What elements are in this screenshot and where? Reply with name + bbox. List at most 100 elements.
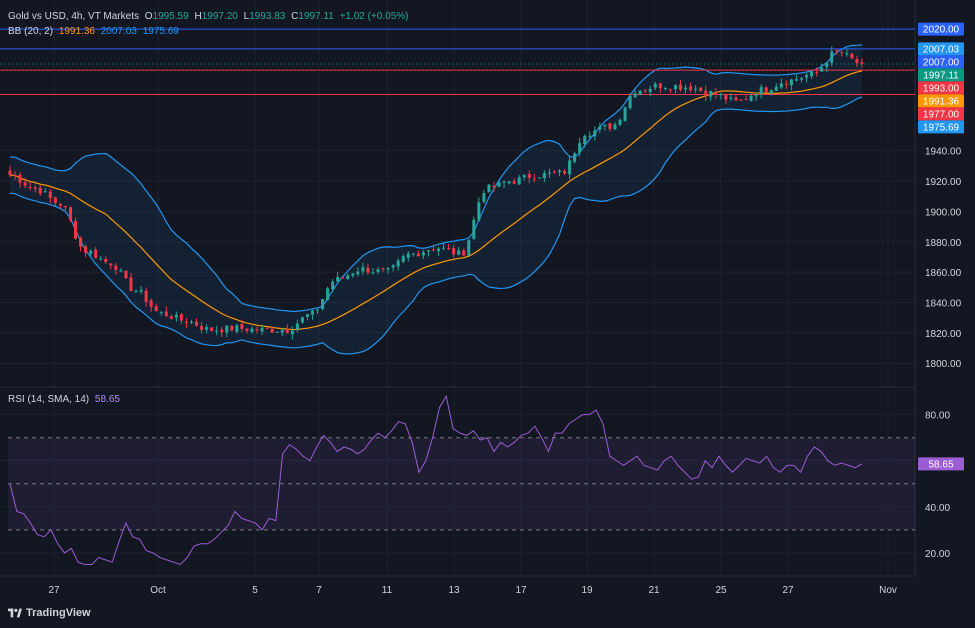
candle-body — [598, 126, 602, 130]
candle-body — [794, 79, 798, 81]
price-label-text: 2007.03 — [923, 44, 960, 55]
candle-body — [230, 325, 234, 331]
change-value: +1.02 (+0.05%) — [339, 11, 409, 22]
time-tick-label: 27 — [782, 585, 794, 596]
candle-body — [431, 249, 435, 251]
candle-body — [139, 289, 143, 292]
bb-basis-value: 1991.36 — [58, 26, 95, 37]
candle-body — [240, 323, 244, 329]
candle-body — [860, 62, 864, 64]
candle-body — [633, 93, 637, 98]
time-tick-label: 27 — [48, 585, 60, 596]
candle-body — [537, 177, 541, 179]
bb-fill — [10, 44, 862, 354]
high-value: 1997.20 — [201, 11, 238, 22]
candle-body — [401, 256, 405, 262]
open-label: O — [144, 11, 153, 22]
price-tick-label: 1920.00 — [925, 177, 962, 188]
price-label-text: 2020.00 — [923, 25, 960, 36]
candle-body — [8, 170, 12, 176]
tradingview-logo[interactable]: TradingView — [8, 607, 91, 619]
candle-body — [618, 119, 622, 125]
candle-body — [280, 330, 284, 333]
candle-body — [704, 90, 708, 96]
candle-body — [376, 269, 380, 272]
candle-body — [300, 317, 304, 323]
bb-lower-line — [9, 96, 863, 355]
rsi-value-badge — [918, 457, 964, 471]
candle-body — [673, 85, 677, 90]
candle-body — [558, 170, 562, 172]
price-label-text: 1997.11 — [923, 70, 959, 81]
candle-body — [623, 107, 627, 121]
time-tick-label: 13 — [448, 585, 460, 596]
candle-body — [552, 171, 556, 173]
low-label: L — [243, 11, 250, 22]
candle-body — [200, 326, 204, 330]
candle-body — [119, 270, 123, 272]
price-tick-label: 1800.00 — [925, 359, 962, 370]
brand-text: TradingView — [26, 607, 91, 619]
open-value: 1995.59 — [152, 11, 189, 22]
candle-body — [532, 178, 536, 180]
candle-body — [346, 275, 350, 280]
candle-body — [179, 314, 183, 321]
time-tick-label: 7 — [316, 585, 322, 596]
candle-body — [658, 83, 662, 89]
candle-body — [638, 90, 642, 95]
candle-body — [38, 187, 42, 194]
candle-body — [406, 253, 410, 258]
candle-body — [341, 277, 345, 279]
candle-body — [79, 237, 83, 247]
candle-body — [452, 248, 456, 255]
candle-body — [663, 88, 667, 90]
candle-body — [58, 204, 62, 206]
candle-body — [835, 50, 839, 52]
candle-body — [678, 84, 683, 90]
candle-body — [28, 187, 32, 189]
candle-body — [648, 88, 652, 92]
candle-body — [462, 250, 466, 256]
candle-body — [255, 329, 259, 331]
candle-body — [53, 197, 57, 204]
candle-body — [845, 53, 849, 55]
candle-body — [245, 328, 249, 331]
candle-body — [477, 202, 481, 221]
bb-label[interactable]: BB (20, 2) — [8, 26, 54, 37]
price-label-badge — [918, 68, 964, 82]
candle-body — [326, 288, 330, 301]
candle-body — [366, 267, 370, 273]
candle-body — [759, 87, 763, 95]
candle-body — [13, 175, 17, 177]
price-label-text: 1977.00 — [923, 109, 960, 120]
candle-body — [709, 90, 713, 97]
candle-body — [63, 206, 67, 208]
candle-body — [734, 97, 738, 101]
candle-body — [74, 221, 78, 239]
candle-body — [18, 174, 22, 183]
candle-body — [628, 95, 632, 109]
candle-body — [467, 240, 471, 256]
candle-body — [416, 253, 420, 257]
rsi-label[interactable]: RSI (14, SMA, 14) — [8, 394, 90, 405]
symbol-title[interactable]: Gold vs USD, 4h, VT Markets — [8, 11, 139, 22]
candle-body — [391, 265, 395, 268]
candle-body — [285, 328, 289, 333]
candle-body — [124, 270, 128, 279]
candle-body — [774, 86, 778, 91]
candle-body — [144, 290, 148, 302]
candle-body — [799, 77, 804, 80]
candle-body — [205, 327, 209, 330]
candle-body — [668, 89, 672, 91]
candle-body — [316, 309, 320, 311]
candle-body — [421, 252, 425, 256]
price-tick-label: 1900.00 — [925, 207, 962, 218]
candle-body — [784, 83, 788, 85]
price-label-text: 1993.00 — [923, 83, 960, 94]
candle-body — [164, 311, 168, 316]
candle-body — [109, 263, 113, 266]
price-label-badge — [918, 55, 964, 69]
candle-body — [699, 87, 703, 92]
high-label: H — [194, 11, 202, 22]
